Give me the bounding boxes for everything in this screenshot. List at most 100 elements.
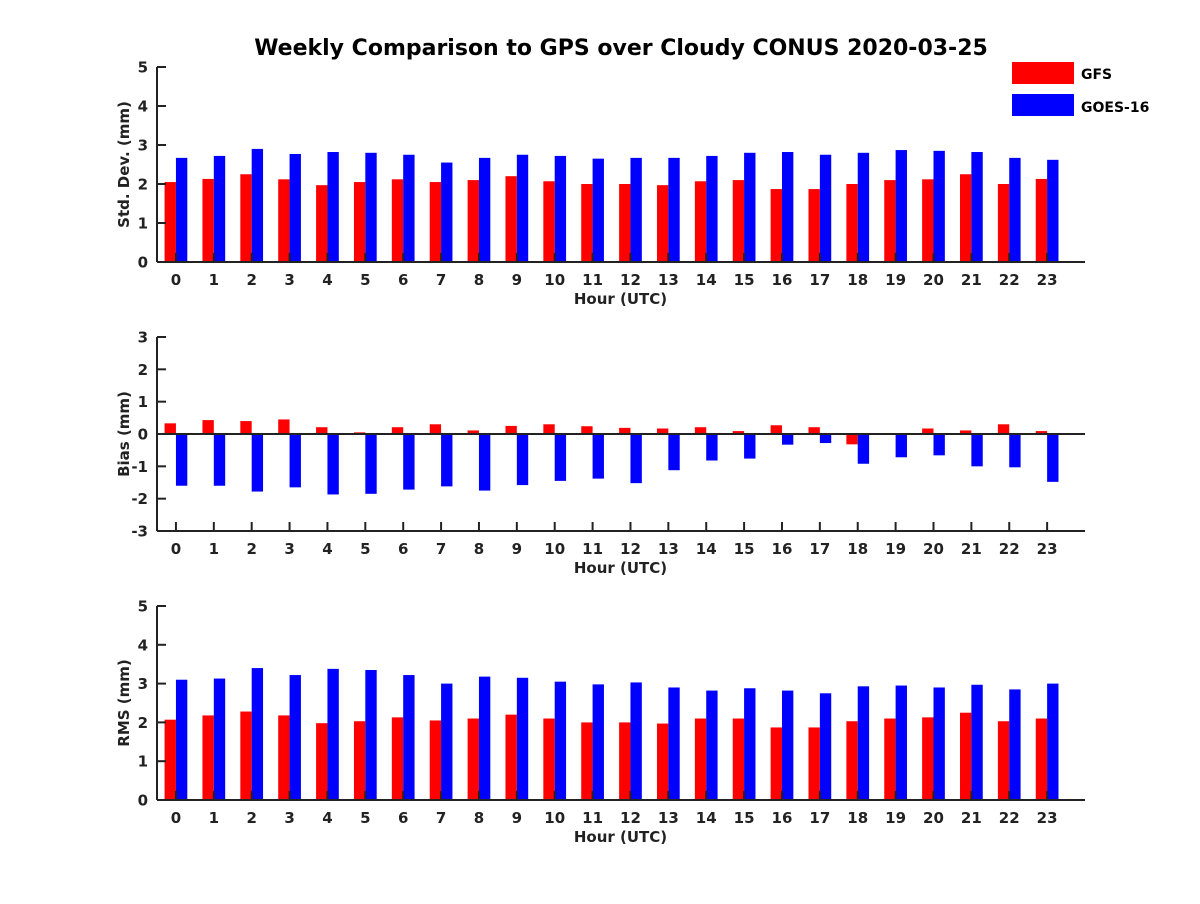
bar-goes-16-hour-7 (441, 434, 453, 487)
x-tick-label: 11 (582, 540, 603, 558)
bar-gfs-hour-18 (846, 434, 858, 445)
bar-goes-16-hour-4 (327, 434, 339, 495)
x-tick-label: 8 (474, 271, 484, 289)
y-tick-label: 0 (138, 426, 148, 444)
bar-gfs-hour-14 (694, 181, 707, 262)
bar-gfs-hour-7 (429, 720, 442, 800)
x-tick-label: 1 (209, 271, 219, 289)
bar-gfs-hour-16 (770, 425, 782, 434)
bar-goes-16-hour-22 (1009, 157, 1021, 262)
x-tick-label: 5 (360, 540, 370, 558)
y-tick-label: 2 (138, 176, 148, 194)
y-axis-label: RMS (mm) (115, 659, 133, 746)
x-tick-label: 14 (696, 271, 717, 289)
bar-goes-16-hour-18 (857, 686, 870, 800)
bar-goes-16-hour-5 (365, 670, 377, 800)
x-tick-label: 11 (582, 271, 603, 289)
bar-gfs-hour-16 (770, 727, 782, 800)
x-tick-label: 17 (809, 540, 830, 558)
bar-goes-16-hour-20 (933, 150, 945, 262)
x-tick-label: 18 (847, 271, 868, 289)
x-tick-label: 12 (620, 271, 641, 289)
y-axis-label: Bias (mm) (115, 391, 133, 477)
x-tick-label: 15 (734, 809, 755, 827)
x-tick-label: 4 (322, 809, 332, 827)
bar-gfs-hour-22 (997, 721, 1010, 800)
bar-gfs-hour-21 (960, 174, 972, 262)
bar-gfs-hour-15 (732, 431, 745, 434)
bar-gfs-hour-8 (467, 718, 479, 800)
bar-gfs-hour-13 (656, 723, 669, 800)
bar-gfs-hour-17 (808, 727, 820, 800)
y-tick-label: 3 (138, 675, 148, 693)
x-tick-label: 16 (772, 809, 793, 827)
y-tick-label: -3 (131, 523, 148, 541)
bar-gfs-hour-2 (240, 174, 252, 262)
bar-gfs-hour-6 (391, 427, 404, 434)
bar-goes-16-hour-16 (781, 152, 794, 262)
x-tick-label: 3 (284, 540, 294, 558)
bar-goes-16-hour-14 (706, 434, 718, 461)
y-tick-label: 0 (138, 792, 148, 810)
bar-goes-16-hour-6 (403, 675, 415, 800)
bar-gfs-hour-20 (922, 428, 934, 434)
bar-goes-16-hour-10 (554, 681, 567, 800)
x-tick-label: 23 (1037, 809, 1058, 827)
bar-gfs-hour-1 (202, 178, 214, 262)
bar-goes-16-hour-5 (365, 434, 377, 494)
bar-goes-16-hour-16 (781, 434, 794, 445)
bar-gfs-hour-14 (694, 427, 707, 434)
bar-goes-16-hour-0 (175, 157, 188, 262)
x-axis-label: Hour (UTC) (574, 828, 667, 846)
x-tick-label: 8 (474, 540, 484, 558)
bar-gfs-hour-0 (164, 182, 176, 262)
bar-goes-16-hour-3 (289, 675, 301, 800)
bar-goes-16-hour-21 (971, 152, 983, 262)
bar-gfs-hour-14 (694, 718, 707, 800)
y-tick-label: 4 (138, 98, 148, 116)
bar-gfs-hour-4 (316, 185, 328, 262)
bar-goes-16-hour-7 (441, 683, 453, 800)
bar-goes-16-hour-11 (592, 434, 604, 479)
bar-goes-16-hour-9 (516, 677, 529, 800)
x-tick-label: 9 (512, 271, 522, 289)
bar-gfs-hour-23 (1035, 178, 1048, 262)
bar-goes-16-hour-12 (630, 434, 642, 484)
x-tick-label: 7 (436, 271, 446, 289)
x-tick-label: 22 (999, 540, 1020, 558)
legend: GFS GOES-16 (1012, 62, 1149, 116)
bar-gfs-hour-3 (278, 715, 290, 800)
x-tick-label: 21 (961, 271, 982, 289)
bar-gfs-hour-1 (202, 715, 214, 800)
bar-gfs-hour-16 (770, 189, 782, 262)
bar-gfs-hour-22 (997, 424, 1010, 434)
x-tick-label: 9 (512, 809, 522, 827)
bar-gfs-hour-3 (278, 419, 290, 434)
bar-gfs-hour-12 (619, 722, 631, 800)
x-tick-label: 16 (772, 540, 793, 558)
x-tick-label: 19 (885, 809, 906, 827)
x-tick-label: 20 (923, 271, 944, 289)
bar-gfs-hour-11 (581, 426, 593, 434)
bar-gfs-hour-19 (884, 718, 896, 800)
legend-swatch-gfs (1012, 62, 1074, 84)
x-tick-label: 21 (961, 540, 982, 558)
bar-goes-16-hour-18 (857, 152, 870, 262)
x-tick-label: 2 (246, 809, 256, 827)
y-tick-label: -2 (131, 490, 148, 508)
x-tick-label: 17 (809, 271, 830, 289)
bar-goes-16-hour-17 (819, 693, 832, 800)
bar-goes-16-hour-2 (251, 668, 264, 800)
bar-gfs-hour-19 (884, 180, 896, 262)
bar-gfs-hour-13 (656, 185, 669, 262)
x-tick-label: 16 (772, 271, 793, 289)
bar-goes-16-hour-10 (554, 434, 567, 481)
x-tick-label: 1 (209, 809, 219, 827)
x-tick-label: 0 (171, 809, 181, 827)
bar-gfs-hour-20 (922, 179, 934, 262)
bar-goes-16-hour-20 (933, 687, 945, 800)
bar-gfs-hour-18 (846, 721, 858, 800)
y-tick-label: 5 (138, 59, 148, 77)
